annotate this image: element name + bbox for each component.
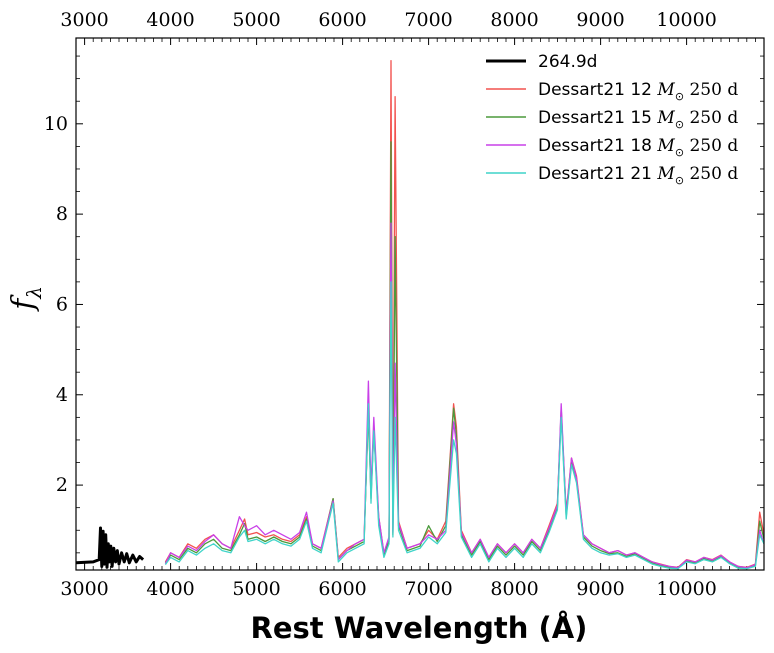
legend-label: Dessart21 12 M⊙ 250 d bbox=[538, 80, 738, 103]
x-tick-label-bottom: 10000 bbox=[656, 578, 716, 600]
series-line-3 bbox=[164, 222, 764, 569]
bottom-axis-ticks: 3000 4000 5000 6000 7000 8000 9000 10000 bbox=[60, 563, 765, 600]
x-tick-label-top: 10000 bbox=[656, 9, 716, 31]
y-tick-label: 10 bbox=[44, 113, 68, 135]
series-layer bbox=[76, 59, 764, 570]
x-tick-label-top: 8000 bbox=[490, 9, 538, 31]
x-tick-label-top: 5000 bbox=[232, 9, 280, 31]
legend-label: Dessart21 18 M⊙ 250 d bbox=[538, 136, 738, 159]
y-tick-label: 2 bbox=[56, 474, 68, 496]
legend: 264.9d Dessart21 12 M⊙ 250 d Dessart21 15 … bbox=[486, 52, 738, 187]
x-tick-label-bottom: 3000 bbox=[60, 578, 108, 600]
legend-label: Dessart21 15 M⊙ 250 d bbox=[538, 108, 738, 131]
x-tick-label-bottom: 6000 bbox=[318, 578, 366, 600]
x-tick-label-bottom: 9000 bbox=[576, 578, 624, 600]
x-tick-label-bottom: 8000 bbox=[490, 578, 538, 600]
series-line-4 bbox=[164, 281, 764, 570]
x-tick-label-top: 6000 bbox=[318, 9, 366, 31]
series-line-0 bbox=[76, 526, 145, 569]
x-tick-label-top: 4000 bbox=[146, 9, 194, 31]
top-axis-ticks: 3000 4000 5000 6000 7000 8000 9000 10000 bbox=[60, 9, 765, 45]
x-tick-label-top: 9000 bbox=[576, 9, 624, 31]
y-axis-label: fλ bbox=[6, 286, 46, 312]
y-tick-label: 6 bbox=[56, 293, 68, 315]
x-tick-label-top: 7000 bbox=[404, 9, 452, 31]
left-axis-ticks: 2 4 6 8 10 bbox=[44, 55, 83, 554]
y-tick-label: 4 bbox=[56, 384, 68, 406]
legend-label: 264.9d bbox=[538, 52, 597, 72]
series-line-2 bbox=[164, 141, 764, 569]
x-tick-label-top: 3000 bbox=[60, 9, 108, 31]
y-tick-label: 8 bbox=[56, 203, 68, 225]
x-axis-label: Rest Wavelength (Å) bbox=[251, 611, 588, 645]
legend-label: Dessart21 21 M⊙ 250 d bbox=[538, 164, 738, 187]
x-tick-label-bottom: 5000 bbox=[232, 578, 280, 600]
right-axis-ticks bbox=[757, 55, 764, 554]
plot-frame bbox=[75, 37, 765, 571]
x-tick-label-bottom: 7000 bbox=[404, 578, 452, 600]
x-tick-label-bottom: 4000 bbox=[146, 578, 194, 600]
